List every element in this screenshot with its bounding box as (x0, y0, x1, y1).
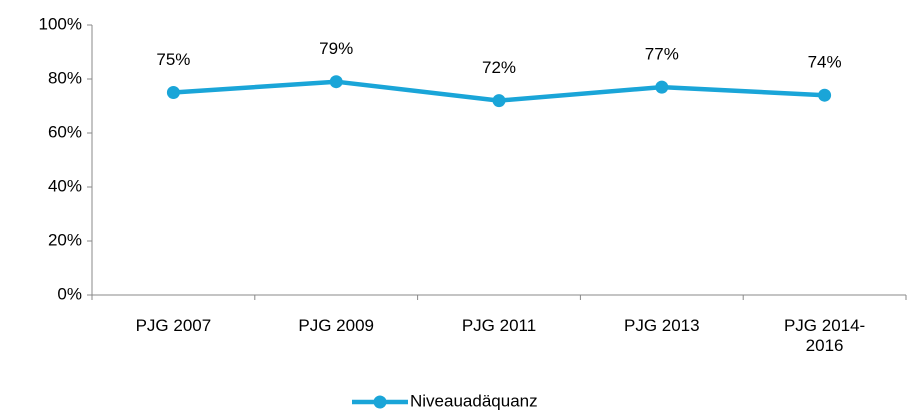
y-tick-label: 20% (48, 230, 82, 249)
x-tick-label: PJG 2009 (298, 316, 374, 335)
point (818, 88, 832, 102)
data-label: 75% (156, 50, 190, 69)
y-tick-label: 0% (57, 284, 82, 303)
x-tick-label: PJG 2007 (135, 316, 212, 335)
legend-marker (373, 395, 387, 409)
data-label: 74% (808, 53, 842, 72)
data-label: 79% (319, 39, 353, 58)
point (492, 94, 506, 108)
x-tick-label: PJG 2011 (461, 316, 537, 335)
legend-label: Niveauadäquanz (410, 391, 538, 410)
x-tick-label: PJG 2014-2016 (783, 316, 866, 355)
point (329, 75, 343, 89)
y-tick-label: 40% (48, 176, 82, 195)
y-tick-label: 80% (48, 68, 82, 87)
y-tick-label: 100% (39, 14, 82, 33)
y-tick-label: 60% (48, 122, 82, 141)
data-label: 77% (645, 45, 679, 64)
data-label: 72% (482, 58, 516, 77)
point (655, 80, 669, 94)
x-tick-label: PJG 2013 (623, 316, 700, 335)
point (166, 86, 180, 99)
